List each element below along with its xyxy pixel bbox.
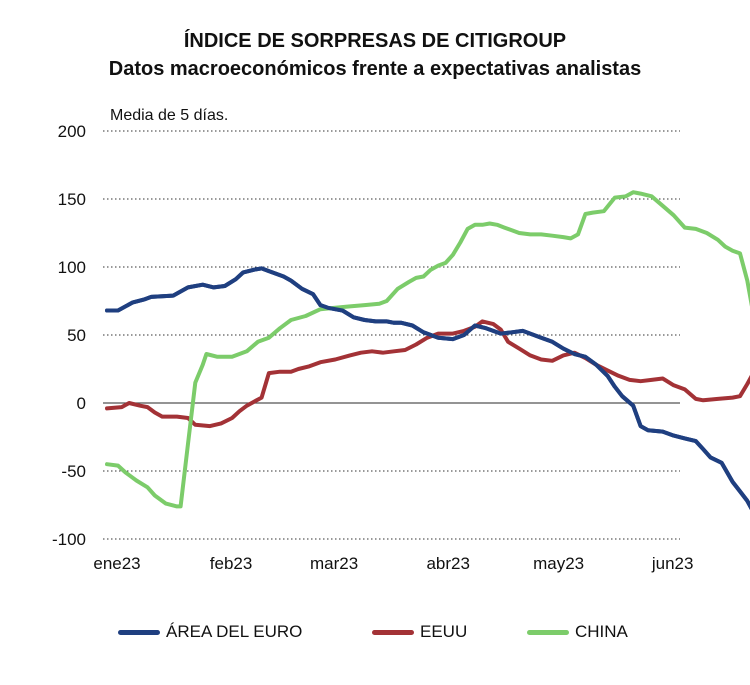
y-tick-label: -100 bbox=[52, 530, 86, 549]
legend-item-usa: EEUU bbox=[372, 622, 467, 642]
series-line-euro-area-top bbox=[105, 266, 750, 511]
y-tick-label: 0 bbox=[77, 394, 86, 413]
x-tick-label: ene23 bbox=[93, 554, 140, 573]
y-tick-label: 50 bbox=[67, 326, 86, 345]
legend-label-usa: EEUU bbox=[420, 622, 468, 641]
x-tick-label: abr23 bbox=[426, 554, 469, 573]
x-tick-label: mar23 bbox=[310, 554, 358, 573]
y-tick-label: 100 bbox=[58, 258, 86, 277]
series-line-china bbox=[105, 190, 750, 509]
chart-title: ÍNDICE DE SORPRESAS DE CITIGROUP bbox=[183, 30, 567, 52]
legend-swatch-euro-area bbox=[118, 629, 160, 635]
legend-label-china: CHINA bbox=[575, 622, 628, 641]
legend-item-china: CHINA bbox=[527, 622, 628, 642]
y-tick-label: -50 bbox=[61, 462, 86, 481]
legend-item-euro-area: ÁREA DEL EURO bbox=[118, 622, 302, 642]
x-tick-label: jun23 bbox=[651, 554, 694, 573]
legend-label-euro-area: ÁREA DEL EURO bbox=[166, 622, 303, 641]
x-tick-label: feb23 bbox=[210, 554, 253, 573]
annotation-media-5-dias: Media de 5 días. bbox=[110, 107, 228, 124]
chart-subtitle: Datos macroeconómicos frente a expectati… bbox=[108, 58, 642, 80]
x-tick-label: may23 bbox=[533, 554, 584, 573]
legend-swatch-china bbox=[527, 629, 569, 635]
series-line-euro-area bbox=[105, 266, 750, 511]
legend-swatch-usa bbox=[372, 629, 414, 635]
y-tick-label: 150 bbox=[58, 190, 86, 209]
series-line-usa bbox=[105, 319, 750, 429]
y-tick-label: 200 bbox=[58, 122, 86, 141]
legend: ÁREA DEL EURO EEUU CHINA bbox=[0, 622, 750, 646]
